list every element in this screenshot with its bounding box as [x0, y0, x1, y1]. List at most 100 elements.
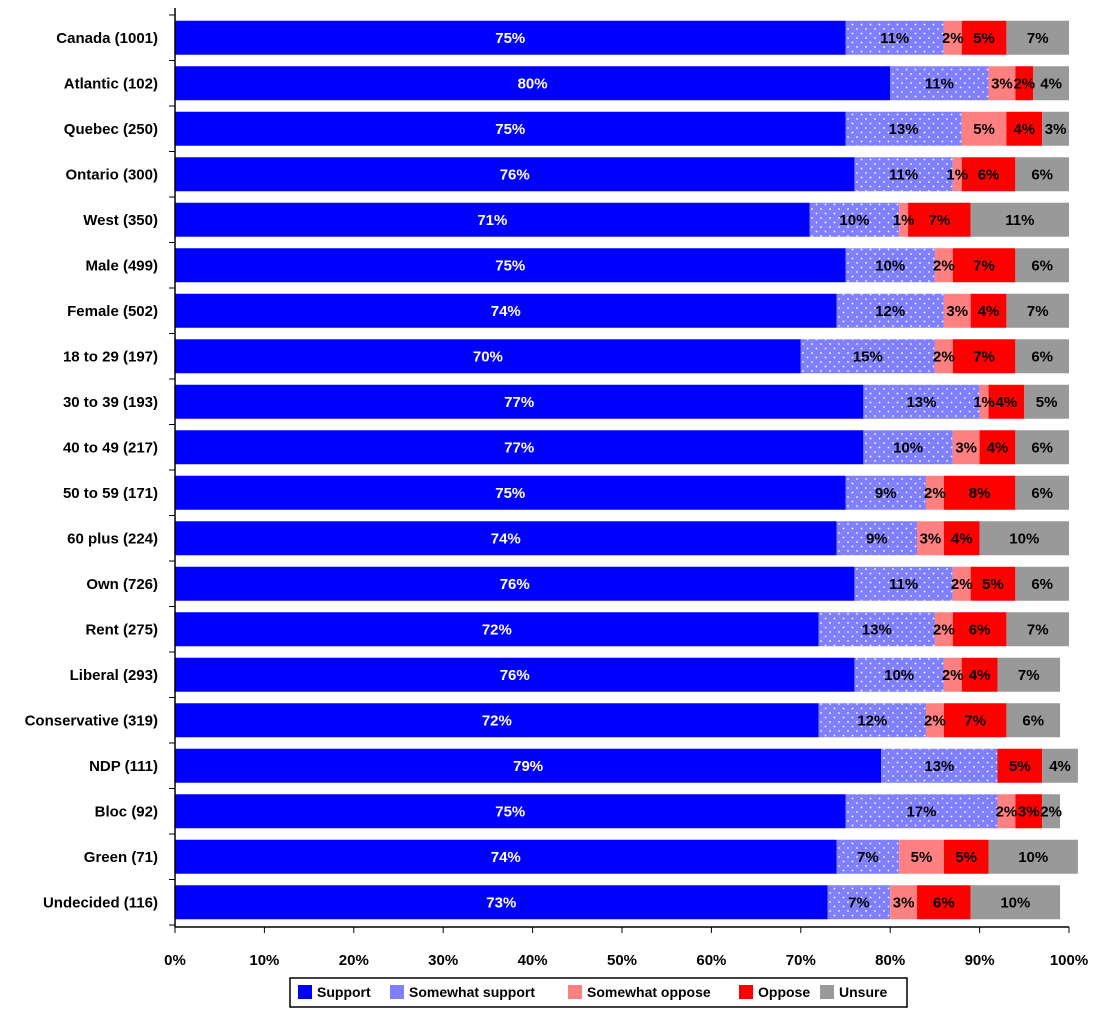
- data-label: 11%: [889, 576, 918, 593]
- bar-segment-somewhat-oppose: [934, 339, 953, 374]
- data-label: 9%: [866, 530, 888, 547]
- bar-segment-oppose: [943, 521, 980, 556]
- category-label: Green (71): [84, 849, 158, 866]
- legend-label: Somewhat oppose: [587, 984, 711, 1000]
- category-label: Ontario (300): [65, 166, 158, 183]
- data-label: 9%: [875, 485, 897, 502]
- legend-swatch: [739, 985, 753, 999]
- bar-segment-somewhat-oppose: [934, 612, 953, 647]
- bar-segment-dot-pattern: [863, 384, 980, 419]
- category-label: Rent (275): [85, 621, 158, 638]
- data-label: 7%: [929, 212, 951, 229]
- bar-segment-somewhat-oppose: [899, 839, 944, 874]
- category-label: Liberal (293): [70, 667, 158, 684]
- bar-segment-dot-pattern: [881, 748, 998, 783]
- bar-segment-dot-pattern: [845, 475, 926, 510]
- legend-label: Oppose: [758, 984, 810, 1000]
- data-label: 1%: [973, 394, 995, 411]
- data-label: 2%: [933, 257, 955, 274]
- data-label: 76%: [500, 166, 530, 183]
- bar-segment-oppose: [997, 748, 1043, 783]
- data-label: 10%: [893, 439, 923, 456]
- bar-segment-somewhat-oppose: [988, 66, 1016, 101]
- bar-segment-somewhat-oppose: [925, 475, 944, 510]
- bar-segment-support: [175, 384, 864, 419]
- bar-segment-support: [175, 657, 855, 692]
- data-label: 1%: [893, 212, 915, 229]
- category-label: Quebec (250): [64, 121, 158, 138]
- bar-segment-oppose: [952, 339, 1016, 374]
- data-label: 12%: [857, 712, 887, 729]
- x-tick-label: 40%: [518, 952, 548, 969]
- bar-segment-support: [175, 885, 828, 920]
- bar-segment-support: [175, 748, 882, 783]
- bar-segment-unsure: [1015, 157, 1069, 192]
- legend-label: Unsure: [839, 984, 887, 1000]
- category-label: Undecided (116): [43, 894, 158, 911]
- bar-segment-oppose: [952, 612, 1007, 647]
- bar-segment-dot-pattern: [827, 885, 891, 920]
- data-label: 5%: [1009, 758, 1031, 775]
- bar-segment-dot-pattern: [800, 339, 935, 374]
- bar-segment-oppose: [917, 885, 971, 920]
- data-label: 5%: [982, 576, 1004, 593]
- bar-segment-oppose: [961, 20, 1007, 55]
- legend-label: Support: [317, 984, 371, 1000]
- bar-segment-unsure: [1015, 430, 1069, 465]
- bar-segment-dot-pattern: [854, 657, 944, 692]
- bar-segment-support: [175, 566, 855, 601]
- data-label: 7%: [1027, 621, 1049, 638]
- data-label: 10%: [1009, 530, 1039, 547]
- bar-segment-support: [175, 111, 846, 146]
- bar-segment-support: [175, 157, 855, 192]
- data-label: 7%: [964, 712, 986, 729]
- data-label: 6%: [978, 166, 1000, 183]
- bar-segment-unsure: [988, 839, 1078, 874]
- bar-segment-oppose: [943, 839, 989, 874]
- data-label: 6%: [933, 894, 955, 911]
- data-label: 7%: [1018, 667, 1040, 684]
- data-label: 74%: [491, 303, 521, 320]
- data-label: 7%: [973, 348, 995, 365]
- data-label: 75%: [495, 485, 525, 502]
- data-label: 3%: [955, 439, 977, 456]
- data-label: 15%: [853, 348, 883, 365]
- bar-segment-unsure: [1042, 748, 1078, 783]
- bar-segment-dot-pattern: [845, 111, 962, 146]
- bar-segment-support: [175, 794, 846, 829]
- bar-segment-oppose: [970, 293, 1007, 328]
- data-label: 4%: [996, 394, 1018, 411]
- bar-segment-oppose: [961, 657, 998, 692]
- data-label: 7%: [857, 849, 879, 866]
- bar-segment-dot-pattern: [854, 157, 953, 192]
- bar-segment-oppose: [943, 475, 1016, 510]
- data-label: 6%: [969, 621, 991, 638]
- data-label: 75%: [495, 257, 525, 274]
- bar-segment-dot-pattern: [818, 703, 926, 738]
- bar-segment-support: [175, 475, 846, 510]
- bar-segment-somewhat-oppose: [925, 703, 944, 738]
- data-label: 7%: [973, 257, 995, 274]
- bar-segment-unsure: [1042, 794, 1061, 829]
- data-label: 2%: [942, 30, 964, 47]
- bar-segment-unsure: [1024, 384, 1069, 419]
- legend-label: Somewhat support: [409, 984, 535, 1000]
- data-label: 7%: [848, 894, 870, 911]
- bar-segment-somewhat-oppose: [952, 157, 962, 192]
- data-label: 3%: [946, 303, 968, 320]
- legend-swatch: [820, 985, 834, 999]
- x-tick-label: 70%: [786, 952, 816, 969]
- bar-segment-oppose: [970, 566, 1016, 601]
- bar-segment-support: [175, 612, 819, 647]
- x-tick-label: 100%: [1050, 952, 1088, 969]
- bar-segment-oppose: [979, 430, 1016, 465]
- x-tick-label: 60%: [696, 952, 726, 969]
- data-label: 6%: [1031, 439, 1053, 456]
- data-label: 1%: [946, 166, 968, 183]
- data-label: 70%: [473, 348, 503, 365]
- data-label: 3%: [991, 75, 1013, 92]
- data-label: 4%: [1049, 758, 1071, 775]
- data-label: 72%: [482, 712, 512, 729]
- bar-segment-support: [175, 430, 864, 465]
- data-label: 2%: [924, 712, 946, 729]
